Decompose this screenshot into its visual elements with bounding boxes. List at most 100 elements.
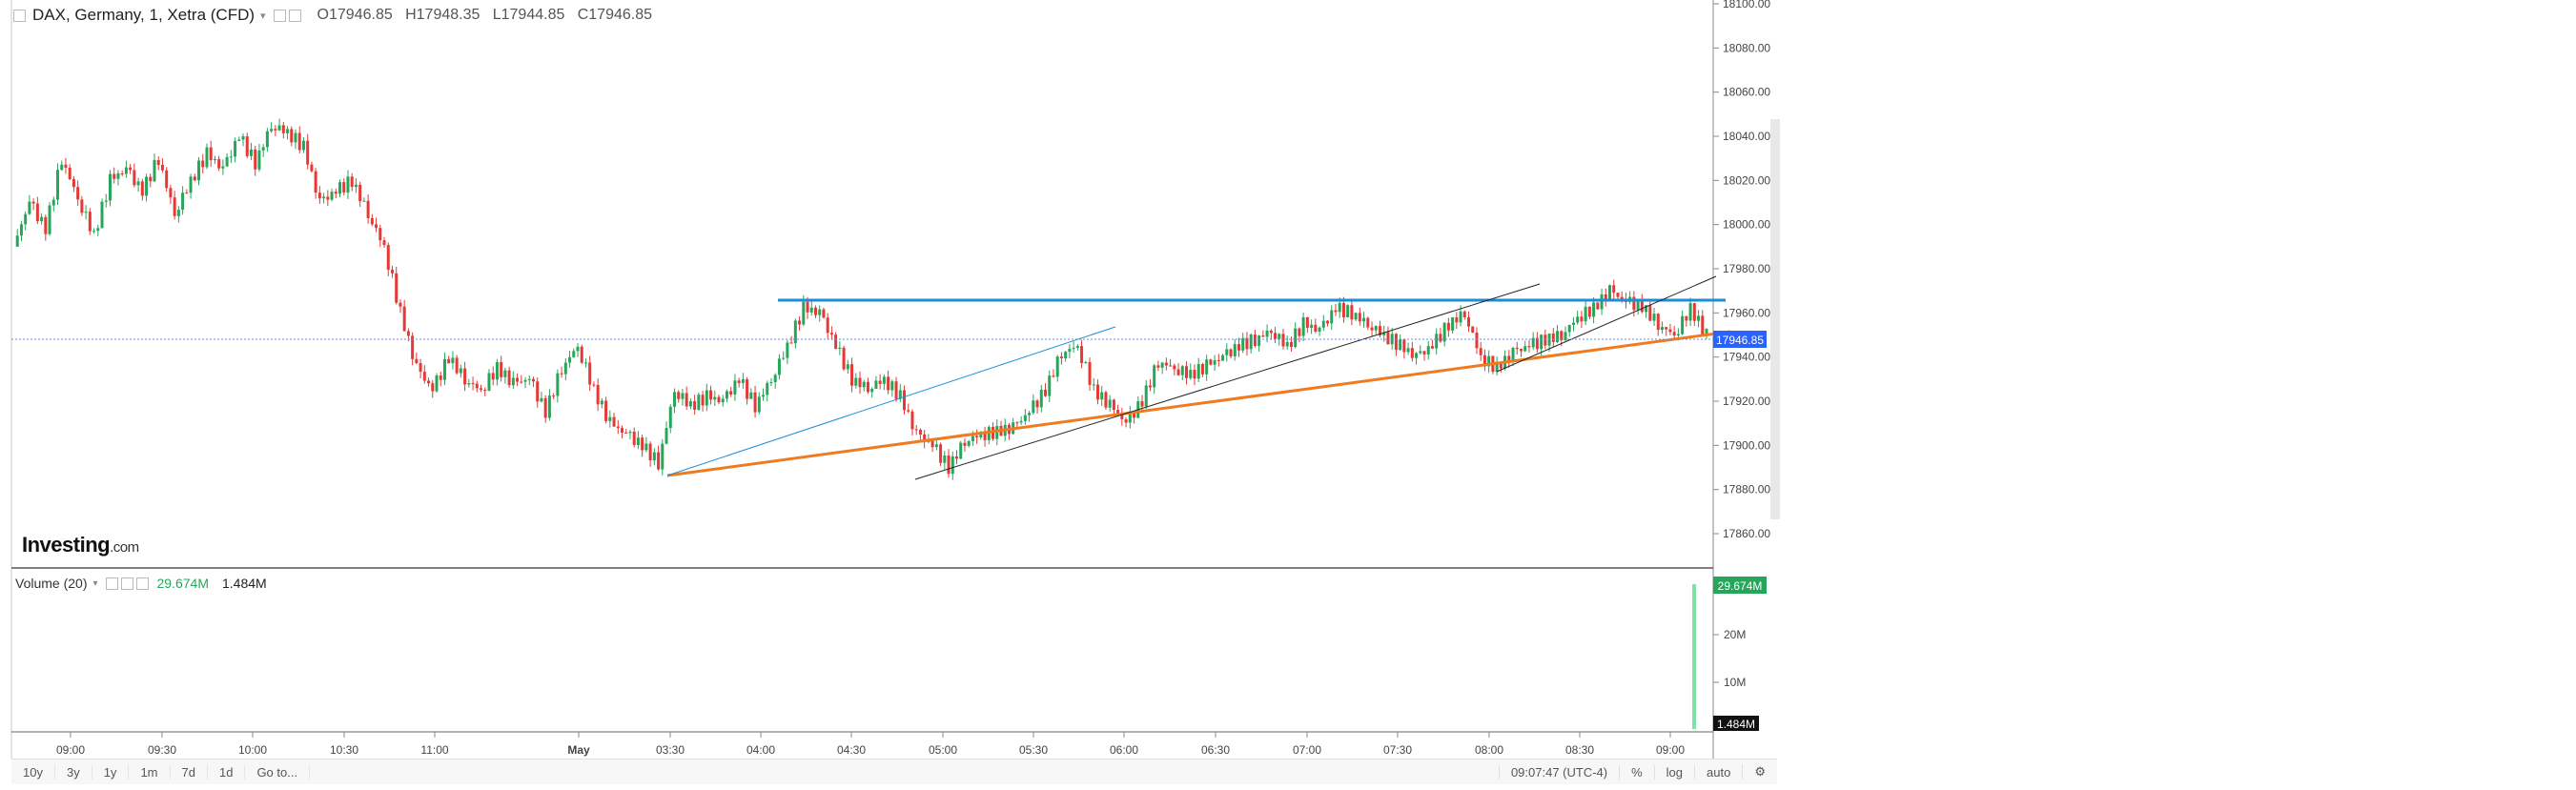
- orange-trendline[interactable]: [666, 330, 1731, 477]
- range-10y[interactable]: 10y: [11, 764, 55, 780]
- hide-box-icon[interactable]: [288, 9, 301, 22]
- x-tick-label: May: [567, 743, 590, 757]
- candle-body: [580, 346, 583, 363]
- volume-label[interactable]: Volume (20): [15, 576, 88, 591]
- candle-body: [903, 390, 907, 411]
- candle-body: [959, 442, 963, 459]
- scrollbar[interactable]: [1770, 119, 1780, 519]
- chevron-down-icon[interactable]: ▾: [260, 10, 266, 22]
- box-icon[interactable]: [105, 577, 118, 590]
- candle-body: [951, 456, 954, 475]
- investing-logo: Investing.com: [22, 533, 139, 557]
- candle-body: [1237, 344, 1240, 351]
- vol-tick-label: 20M: [1724, 628, 1746, 641]
- candle-body: [1612, 285, 1616, 294]
- x-tick-label: 06:00: [1110, 743, 1138, 757]
- candle-body: [850, 364, 854, 386]
- symbol-title[interactable]: DAX, Germany, 1, Xetra (CFD): [32, 6, 256, 24]
- candle-body: [773, 375, 777, 383]
- candle-body: [19, 224, 23, 236]
- candle-body: [1338, 302, 1341, 313]
- candle-body: [757, 396, 761, 413]
- candle-body: [265, 131, 269, 148]
- candle-body: [1052, 375, 1055, 377]
- channel-lower-line[interactable]: [914, 283, 1541, 480]
- candle-body: [1527, 346, 1531, 348]
- candle-body: [495, 362, 499, 380]
- y-tick-label: 17960.00: [1723, 306, 1770, 319]
- percent-toggle[interactable]: %: [1619, 764, 1654, 780]
- chevron-down-icon[interactable]: ▾: [92, 577, 98, 589]
- candle-body: [1358, 313, 1361, 322]
- range-1y[interactable]: 1y: [92, 764, 130, 780]
- candle-body: [419, 363, 422, 373]
- candle-body: [382, 240, 386, 246]
- range-7d[interactable]: 7d: [171, 764, 208, 780]
- candle-body: [1180, 366, 1184, 375]
- candle-body: [979, 433, 983, 437]
- candle-body: [1261, 335, 1265, 337]
- blue-trendline[interactable]: [666, 326, 1116, 476]
- candle-body: [1233, 344, 1237, 356]
- candle-body: [995, 425, 999, 439]
- candle-body: [297, 132, 301, 151]
- candle-body: [1467, 316, 1471, 327]
- candle-body: [1064, 352, 1068, 358]
- auto-toggle[interactable]: auto: [1694, 764, 1742, 780]
- box-icon[interactable]: [135, 577, 149, 590]
- candle-body: [894, 381, 898, 399]
- candle-body: [213, 158, 216, 161]
- candle-body: [862, 381, 866, 388]
- current-price-tag: 17946.85: [1716, 334, 1764, 347]
- y-tick-label: 17920.00: [1723, 395, 1770, 408]
- candle-body: [173, 197, 176, 216]
- ohlc-values: O17946.85 H17948.35 L17944.85 C17946.85: [317, 7, 652, 24]
- x-tick-label: 07:00: [1293, 743, 1321, 757]
- candle-body: [1253, 334, 1257, 346]
- candle-body: [116, 172, 120, 179]
- candle-body: [749, 392, 753, 399]
- candle-body: [930, 440, 934, 448]
- log-toggle[interactable]: log: [1653, 764, 1694, 780]
- y-tick-label: 18000.00: [1723, 218, 1770, 232]
- range-1d[interactable]: 1d: [208, 764, 246, 780]
- candle-body: [769, 382, 773, 384]
- candle-body: [503, 370, 507, 377]
- candle-body: [1487, 355, 1491, 367]
- candle-body: [1221, 354, 1225, 361]
- candle-body: [870, 389, 874, 393]
- candle-body: [317, 192, 321, 199]
- volume-value-1: 29.674M: [156, 576, 209, 591]
- candle-body: [1249, 334, 1253, 350]
- candle-body: [1455, 317, 1459, 323]
- candle-body: [31, 201, 35, 204]
- gear-icon[interactable]: ⚙: [1742, 764, 1777, 780]
- range-3y[interactable]: 3y: [55, 764, 92, 780]
- candle-body: [1059, 356, 1063, 358]
- candle-body: [701, 395, 705, 406]
- candle-body: [1318, 327, 1321, 332]
- settings-box-icon[interactable]: [273, 9, 286, 22]
- bottom-toolbar: 10y 3y 1y 1m 7d 1d Go to... 09:07:47 (UT…: [11, 759, 1777, 784]
- candle-body: [1399, 339, 1402, 351]
- y-tick-label: 17980.00: [1723, 262, 1770, 275]
- collapse-legend-icon[interactable]: [13, 9, 26, 22]
- candle-body: [829, 333, 833, 335]
- goto-button[interactable]: Go to...: [245, 764, 311, 780]
- candle-body: [813, 307, 817, 315]
- candle-body: [1200, 364, 1204, 375]
- candle-body: [1314, 324, 1318, 332]
- candle-body: [939, 444, 943, 463]
- candle-body: [923, 434, 927, 442]
- channel-upper-line[interactable]: [1496, 275, 1717, 373]
- candle-body: [971, 436, 974, 442]
- candle-body: [1692, 303, 1696, 321]
- range-1m[interactable]: 1m: [129, 764, 171, 780]
- candle-body: [1535, 337, 1539, 350]
- candle-body: [652, 452, 656, 461]
- box-icon[interactable]: [120, 577, 133, 590]
- candle-body: [1330, 310, 1334, 324]
- price-chart[interactable]: 17946.85 29.674M 1.484M 18100.00 18080.00…: [0, 0, 1783, 790]
- candle-body: [1382, 332, 1386, 335]
- candle-body: [362, 200, 366, 202]
